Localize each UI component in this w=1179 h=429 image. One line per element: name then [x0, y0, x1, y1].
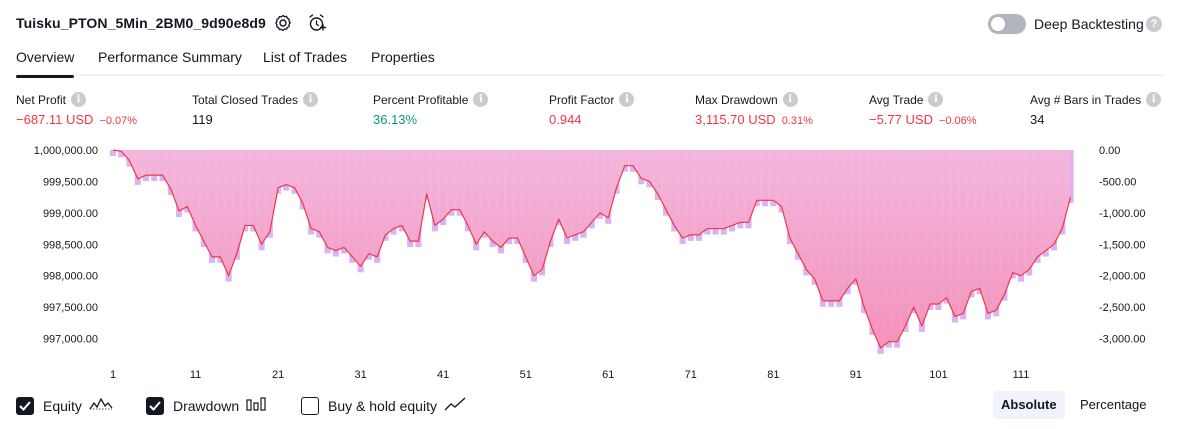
strategy-title: Tuisku_PTON_5Min_2BM0_9d90e8d9	[16, 15, 266, 31]
x-axis-tick: 101	[929, 369, 947, 381]
trend-line-icon	[444, 397, 466, 416]
equity-legend-label: Equity	[43, 398, 82, 414]
metric-label: Max Drawdown	[695, 92, 778, 107]
metric-label: Avg Trade	[869, 92, 924, 107]
left-axis-tick: 997,500.00	[43, 302, 98, 314]
metric-value: 36.13%	[373, 112, 418, 127]
left-axis-tick: 998,000.00	[43, 271, 98, 283]
metric-value: −5.77 USD	[869, 112, 933, 127]
metric-avg-bars-in-trades: Avg # Bars in Trades i 34	[1030, 92, 1162, 127]
info-icon[interactable]: i	[1146, 92, 1162, 107]
right-axis-tick: -1,500.00	[1099, 239, 1145, 251]
drawdown-bar	[109, 150, 117, 156]
drawdown-legend-label: Drawdown	[173, 398, 240, 414]
x-axis-tick: 31	[355, 369, 367, 381]
legend-drawdown[interactable]: Drawdown	[146, 394, 266, 418]
x-axis-tick: 11	[190, 369, 201, 381]
buy-hold-legend-label: Buy & hold equity	[328, 398, 437, 414]
x-axis-tick: 1	[110, 369, 116, 381]
metric-total-closed-trades: Total Closed Trades i 119	[192, 92, 319, 127]
equity-line	[112, 149, 1072, 349]
strategy-header: Tuisku_PTON_5Min_2BM0_9d90e8d9 Deep Back…	[0, 0, 1179, 44]
metric-percent: −0.07%	[99, 115, 138, 127]
drawdown-bar	[118, 150, 125, 158]
left-axis-tick: 1,000,000.00	[34, 145, 98, 157]
x-axis-tick: 81	[767, 369, 779, 381]
left-axis-tick: 999,500.00	[43, 176, 98, 188]
buy-hold-checkbox[interactable]	[301, 397, 319, 415]
tab-overview[interactable]: Overview	[16, 49, 75, 78]
tab-properties[interactable]: Properties	[371, 49, 435, 65]
x-axis-tick: 41	[437, 369, 449, 381]
equity-area	[113, 150, 1071, 348]
equity-drawdown-chart[interactable]: 1,000,000.00 999,500.00 999,000.00 998,500.…	[0, 138, 1179, 383]
x-axis-tick: 51	[520, 369, 532, 381]
info-icon[interactable]: i	[928, 92, 944, 107]
tab-list-of-trades[interactable]: List of Trades	[263, 49, 348, 65]
metric-net-profit: Net Profit i −687.11 USD −0.07%	[16, 92, 137, 127]
metric-label: Percent Profitable	[373, 92, 469, 107]
x-axis-tick: 111	[1013, 369, 1030, 381]
left-axis-tick: 997,000.00	[43, 334, 98, 346]
bar-chart-icon	[246, 396, 266, 416]
info-icon[interactable]: i	[473, 92, 489, 107]
right-axis-tick: -3,000.00	[1099, 334, 1145, 346]
deep-backtesting-label: Deep Backtesting	[1034, 16, 1144, 32]
metric-value: 119	[192, 112, 213, 127]
legend-buy-hold[interactable]: Buy & hold equity	[301, 394, 466, 418]
metric-value: 34	[1030, 112, 1045, 127]
help-icon[interactable]: ?	[1146, 16, 1162, 32]
right-axis-tick: -2,000.00	[1099, 271, 1145, 283]
metric-label: Total Closed Trades	[192, 92, 299, 107]
right-axis-tick: -500.00	[1099, 176, 1136, 188]
metric-label: Profit Factor	[549, 92, 615, 107]
tab-bar: Overview Performance Summary List of Tra…	[16, 44, 1163, 78]
equity-line-icon	[89, 397, 113, 416]
info-icon[interactable]: i	[303, 92, 319, 107]
left-axis-tick: 999,000.00	[43, 208, 98, 220]
info-icon[interactable]: i	[619, 92, 635, 107]
legend-equity[interactable]: Equity	[16, 394, 113, 418]
absolute-button[interactable]: Absolute	[993, 391, 1065, 419]
alarm-clock-plus-icon[interactable]	[306, 12, 328, 34]
x-axis-tick: 91	[850, 369, 862, 381]
right-axis-tick: -1,000.00	[1099, 208, 1145, 220]
metric-value: −687.11 USD	[16, 112, 94, 127]
metric-avg-trade: Avg Trade i −5.77 USD −0.06%	[869, 92, 977, 127]
left-axis-tick: 998,500.00	[43, 239, 98, 251]
deep-backtesting-toggle[interactable]	[988, 14, 1026, 34]
drawdown-bar	[1067, 150, 1074, 204]
metric-label: Net Profit	[16, 92, 67, 107]
metric-value: 3,115.70 USD	[695, 112, 776, 127]
equity-checkbox[interactable]	[16, 397, 34, 415]
toggle-knob	[991, 17, 1005, 31]
tab-performance-summary[interactable]: Performance Summary	[98, 49, 242, 65]
drawdown-checkbox[interactable]	[146, 397, 164, 415]
right-axis-tick: -2,500.00	[1099, 302, 1145, 314]
metric-percent: −0.06%	[938, 115, 977, 127]
info-icon[interactable]: i	[782, 92, 798, 107]
gear-icon[interactable]	[272, 12, 294, 34]
right-axis-tick: 0.00	[1099, 145, 1120, 157]
x-axis-tick: 71	[685, 369, 697, 381]
metric-max-drawdown: Max Drawdown i 3,115.70 USD 0.31%	[695, 92, 813, 127]
x-axis-tick: 61	[602, 369, 614, 381]
metric-percent-profitable: Percent Profitable i 36.13%	[373, 92, 489, 127]
metric-percent: 0.31%	[781, 115, 813, 127]
percentage-button[interactable]: Percentage	[1080, 397, 1147, 412]
info-icon[interactable]: i	[71, 92, 87, 107]
x-axis-tick: 21	[272, 369, 284, 381]
metric-profit-factor: Profit Factor i 0.944	[549, 92, 635, 127]
metric-label: Avg # Bars in Trades	[1030, 92, 1142, 107]
metric-value: 0.944	[549, 112, 582, 127]
